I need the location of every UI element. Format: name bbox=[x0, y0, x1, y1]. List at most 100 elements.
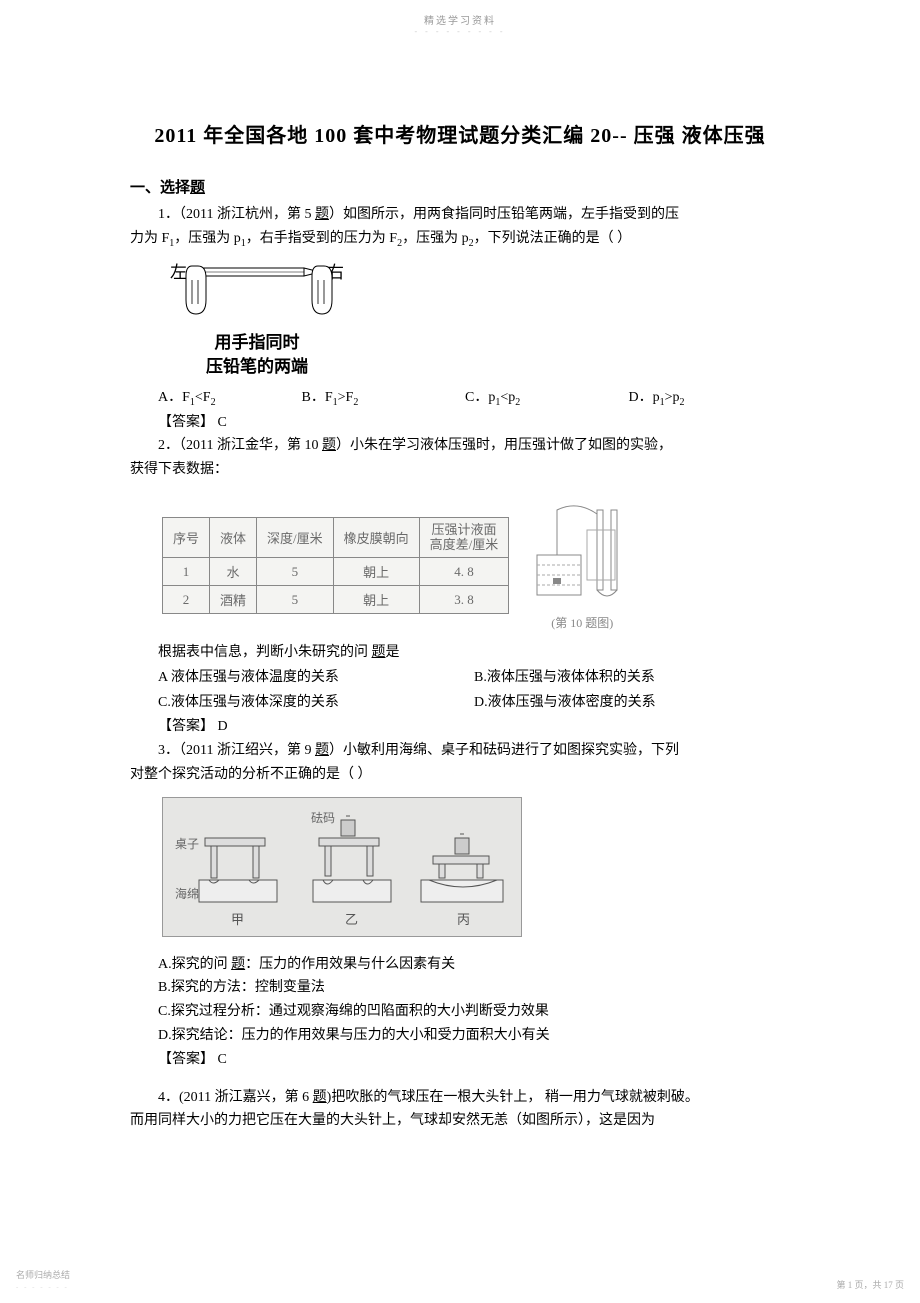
q3-options: A.探究的问 题：压力的作用效果与什么因素有关 B.探究的方法：控制变量法 C.… bbox=[158, 953, 790, 1048]
q1-l1a: 1．（2011 浙江杭州，第 5 bbox=[158, 207, 315, 222]
q4-l1a: 4．(2011 浙江嘉兴，第 6 bbox=[158, 1090, 313, 1105]
q2-optD: D.液体压强与液体密度的关系 bbox=[474, 690, 790, 715]
q2-gauge-figure: (第 10 题图) bbox=[527, 500, 637, 631]
th4a: 压强计液面 bbox=[431, 522, 496, 537]
section-heading: 一、选择题 bbox=[130, 176, 790, 197]
td-1-0: 2 bbox=[163, 586, 210, 614]
footer-left: 名师归纳总结 - - - - - - - bbox=[16, 1268, 70, 1291]
td-1-1: 酒精 bbox=[210, 586, 257, 614]
gauge-caption: (第 10 题图) bbox=[527, 614, 637, 631]
oc1: C．p bbox=[465, 390, 495, 405]
footer-left-dots: - - - - - - - bbox=[16, 1283, 69, 1291]
q1-l1u: 题 bbox=[315, 207, 329, 222]
q2-l1u: 题 bbox=[322, 438, 336, 453]
q3-optB: B.探究的方法：控制变量法 bbox=[158, 976, 790, 1000]
q3-line2: 对整个探究活动的分析不正确的是（ ） bbox=[130, 763, 790, 787]
td-0-1: 水 bbox=[210, 558, 257, 586]
label-yi: 乙 bbox=[345, 912, 358, 927]
q4-l1u: 题 bbox=[313, 1090, 327, 1105]
sponge-svg: 桌子 海绵 甲 砝码 乙 丙 bbox=[163, 798, 523, 938]
q3-optD: D.探究结论：压力的作用效果与压力的大小和受力面积大小有关 bbox=[158, 1024, 790, 1048]
q2-l1a: 2．（2011 浙江金华，第 10 bbox=[158, 438, 322, 453]
s8: 2 bbox=[680, 397, 685, 408]
q1-optC: C．p1<p2 bbox=[465, 386, 625, 411]
q2-stem: 根据表中信息，判断小朱研究的问 题是 bbox=[130, 641, 790, 665]
q3-l1b: ）小敏利用海绵、桌子和砝码进行了如图探究实验，下列 bbox=[329, 743, 679, 758]
s2: 2 bbox=[211, 397, 216, 408]
th4b: 高度差/厘米 bbox=[430, 537, 499, 552]
q2-answer: 【答案】 D bbox=[158, 715, 790, 739]
q4-line1: 4．(2011 浙江嘉兴，第 6 题)把吹胀的气球压在一根大头针上， 稍一用力气… bbox=[130, 1086, 790, 1110]
s4: 2 bbox=[353, 397, 358, 408]
q2-optB: B.液体压强与液体体积的关系 bbox=[474, 665, 790, 690]
oa2: <F bbox=[195, 390, 211, 405]
label-bing: 丙 bbox=[457, 912, 470, 927]
q2-optC: C.液体压强与液体深度的关系 bbox=[158, 690, 474, 715]
th-0: 序号 bbox=[163, 517, 210, 557]
table-row: 2 酒精 5 朝上 3. 8 bbox=[163, 586, 509, 614]
q1-figure: 左 右 用手指同时 压铅笔的两端 bbox=[162, 260, 790, 378]
q2-options: A 液体压强与液体温度的关系 C.液体压强与液体深度的关系 B.液体压强与液体体… bbox=[158, 665, 790, 715]
q4-line2: 而用同样大小的力把它压在大量的大头针上，气球却安然无恙（如图所示），这是因为 bbox=[130, 1109, 790, 1133]
ob2: >F bbox=[338, 390, 354, 405]
pencil-svg: 左 右 bbox=[162, 260, 352, 330]
td-0-0: 1 bbox=[163, 558, 210, 586]
gauge-svg bbox=[527, 500, 637, 610]
q1-line2: 力为 F1，压强为 p1，右手指受到的压力为 F2，压强为 p2，下列说法正确的… bbox=[130, 227, 790, 252]
q1-l1b: ）如图所示，用两食指同时压铅笔两端，左手指受到的压 bbox=[329, 207, 679, 222]
fig-left-label: 左 bbox=[170, 263, 187, 282]
td-1-2: 5 bbox=[257, 586, 334, 614]
q1-options: A．F1<F2 B．F1>F2 C．p1<p2 D．p1>p2 bbox=[158, 386, 790, 411]
th-2: 深度/厘米 bbox=[257, 517, 334, 557]
q2-col-right: B.液体压强与液体体积的关系 D.液体压强与液体密度的关系 bbox=[474, 665, 790, 715]
q3oau: 题 bbox=[231, 957, 245, 972]
footer-left-text: 名师归纳总结 bbox=[16, 1270, 70, 1280]
q2-line2: 获得下表数据： bbox=[130, 458, 790, 482]
q1-line1: 1．（2011 浙江杭州，第 5 题）如图所示，用两食指同时压铅笔两端，左手指受… bbox=[130, 203, 790, 227]
s6: 2 bbox=[515, 397, 520, 408]
q1-fig-cap2: 压铅笔的两端 bbox=[162, 356, 352, 378]
ob1: B．F bbox=[302, 390, 333, 405]
q2-table-wrap: 序号 液体 深度/厘米 橡皮膜朝向 压强计液面高度差/厘米 1 水 5 朝上 4… bbox=[162, 500, 790, 631]
q3-figure: 桌子 海绵 甲 砝码 乙 丙 bbox=[162, 797, 522, 937]
q1-l2c: ，右手指受到的压力为 F bbox=[246, 231, 397, 246]
od1: D．p bbox=[629, 390, 660, 405]
td-0-4: 4. 8 bbox=[419, 558, 509, 586]
q1-l2b: ，压强为 p bbox=[174, 231, 241, 246]
th-4: 压强计液面高度差/厘米 bbox=[419, 517, 509, 557]
label-zhuozi: 桌子 bbox=[175, 837, 199, 851]
td-0-2: 5 bbox=[257, 558, 334, 586]
q3-optC: C.探究过程分析：通过观察海绵的凹陷面积的大小判断受力效果 bbox=[158, 1000, 790, 1024]
oa1: A．F bbox=[158, 390, 190, 405]
td-1-3: 朝上 bbox=[333, 586, 419, 614]
q3oa2: ：压力的作用效果与什么因素有关 bbox=[245, 957, 455, 972]
label-jia: 甲 bbox=[231, 912, 244, 927]
q1-fig-cap1: 用手指同时 bbox=[162, 332, 352, 354]
q2-line1: 2．（2011 浙江金华，第 10 题）小朱在学习液体压强时，用压强计做了如图的… bbox=[130, 434, 790, 458]
q2-su: 题 bbox=[372, 645, 386, 660]
th-1: 液体 bbox=[210, 517, 257, 557]
q1-answer: 【答案】 C bbox=[158, 411, 790, 435]
top-dots: - - - - - - - - - bbox=[0, 27, 920, 36]
label-fama: 砝码 bbox=[311, 810, 335, 825]
q1-l2d: ，压强为 p bbox=[402, 231, 469, 246]
q1-optA: A．F1<F2 bbox=[158, 386, 298, 411]
q2-sb: 是 bbox=[386, 645, 400, 660]
section-heading-text: 一、选择题 bbox=[130, 180, 205, 196]
q1-l2e: ，下列说法正确的是（ ） bbox=[474, 231, 632, 246]
q3-answer: 【答案】 C bbox=[158, 1048, 790, 1072]
footer-right: 第 1 页，共 17 页 bbox=[836, 1278, 904, 1291]
label-haimian: 海绵 bbox=[175, 886, 199, 901]
th-3: 橡皮膜朝向 bbox=[333, 517, 419, 557]
q3oa1: A.探究的问 bbox=[158, 957, 231, 972]
od2: >p bbox=[665, 390, 680, 405]
q2-optA: A 液体压强与液体温度的关系 bbox=[158, 665, 474, 690]
q3-l1u: 题 bbox=[315, 743, 329, 758]
q3-optA: A.探究的问 题：压力的作用效果与什么因素有关 bbox=[158, 953, 790, 977]
q4-l1b: )把吹胀的气球压在一根大头针上， 稍一用力气球就被刺破。 bbox=[327, 1090, 699, 1105]
page: 2011 年全国各地 100 套中考物理试题分类汇编 20-- 压强 液体压强 … bbox=[0, 36, 920, 1173]
q1-l2a: 力为 F bbox=[130, 231, 169, 246]
q1-optB: B．F1>F2 bbox=[302, 386, 462, 411]
top-tag: 精选学习资料 bbox=[0, 0, 920, 27]
oc2: <p bbox=[500, 390, 515, 405]
